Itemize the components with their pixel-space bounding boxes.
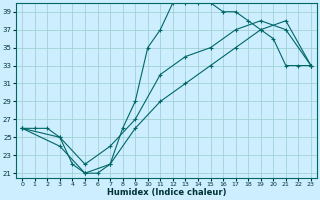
X-axis label: Humidex (Indice chaleur): Humidex (Indice chaleur) [107, 188, 226, 197]
